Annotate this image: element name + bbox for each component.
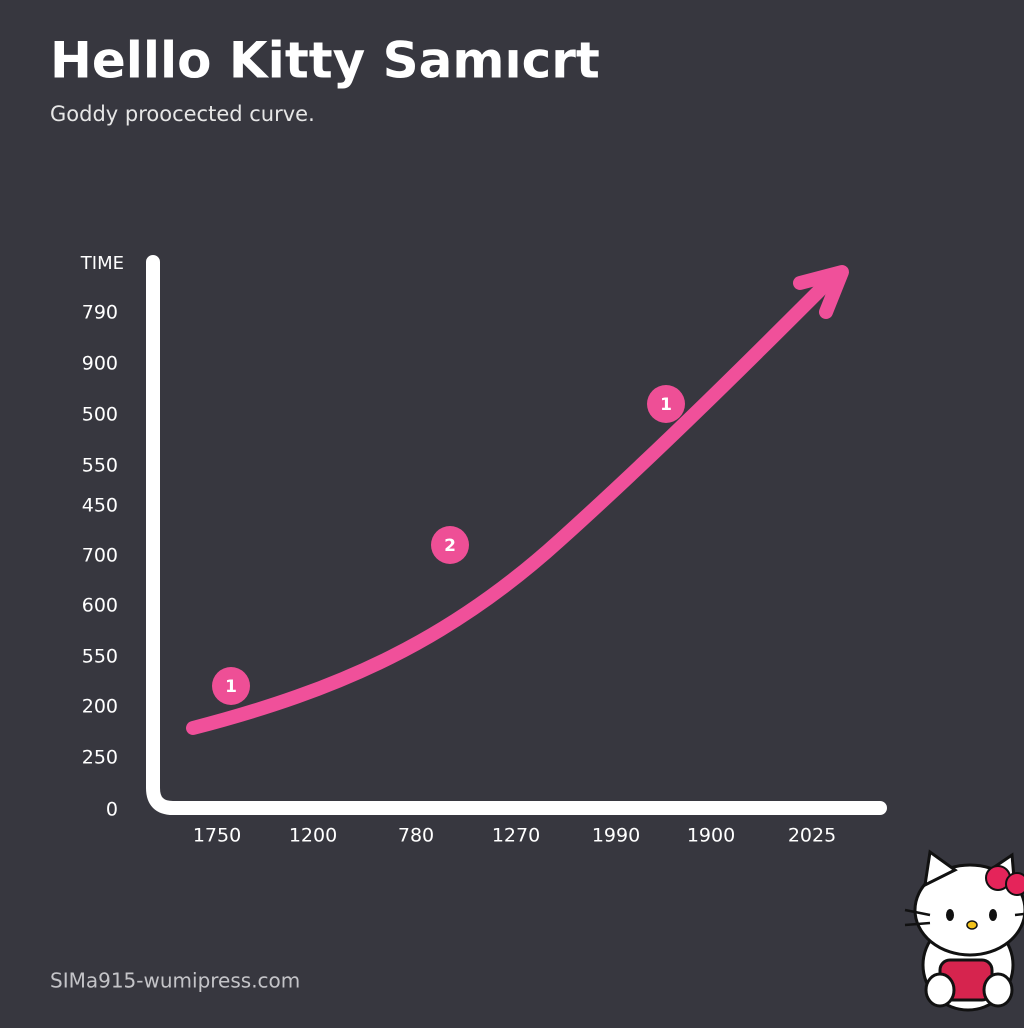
x-tick-label: 1750 (193, 825, 241, 847)
kitty-icon (904, 849, 1024, 1012)
y-tick-label: 200 (82, 696, 118, 718)
y-tick-label: 500 (82, 404, 118, 426)
curve-arrowhead (793, 265, 849, 319)
curve (186, 275, 835, 735)
callout-label: 1 (660, 395, 672, 415)
y-tick-label: 900 (82, 353, 118, 375)
callout-label: 2 (444, 536, 456, 556)
callout-label: 1 (225, 677, 237, 697)
y-tick-label: 0 (106, 799, 118, 821)
y-tick-label: 550 (82, 646, 118, 668)
y-tick-label: 600 (82, 595, 118, 617)
title: Helllo Kitty Samıcrt (50, 32, 600, 90)
x-tick-label: 2025 (788, 825, 836, 847)
x-tick-label: 1200 (289, 825, 337, 847)
y-tick-label: 700 (82, 545, 118, 567)
callout-badge (431, 526, 469, 564)
subtitle: Goddy proocected curve. (50, 102, 315, 126)
axes-lines (146, 255, 887, 815)
callout-badge (647, 385, 685, 423)
x-tick-label: 1270 (492, 825, 540, 847)
callout-badge (212, 667, 250, 705)
footer: SIMa915-wumipress.com (50, 969, 300, 993)
x-tick-label: 780 (398, 825, 434, 847)
y-tick-label: 450 (82, 495, 118, 517)
x-tick-label: 1990 (592, 825, 640, 847)
y-tick-label: 790 (82, 302, 118, 324)
y-axis-title: TIME (80, 253, 124, 274)
y-tick-label: 550 (82, 455, 118, 477)
x-tick-label: 1900 (687, 825, 735, 847)
y-tick-label: 250 (82, 747, 118, 769)
